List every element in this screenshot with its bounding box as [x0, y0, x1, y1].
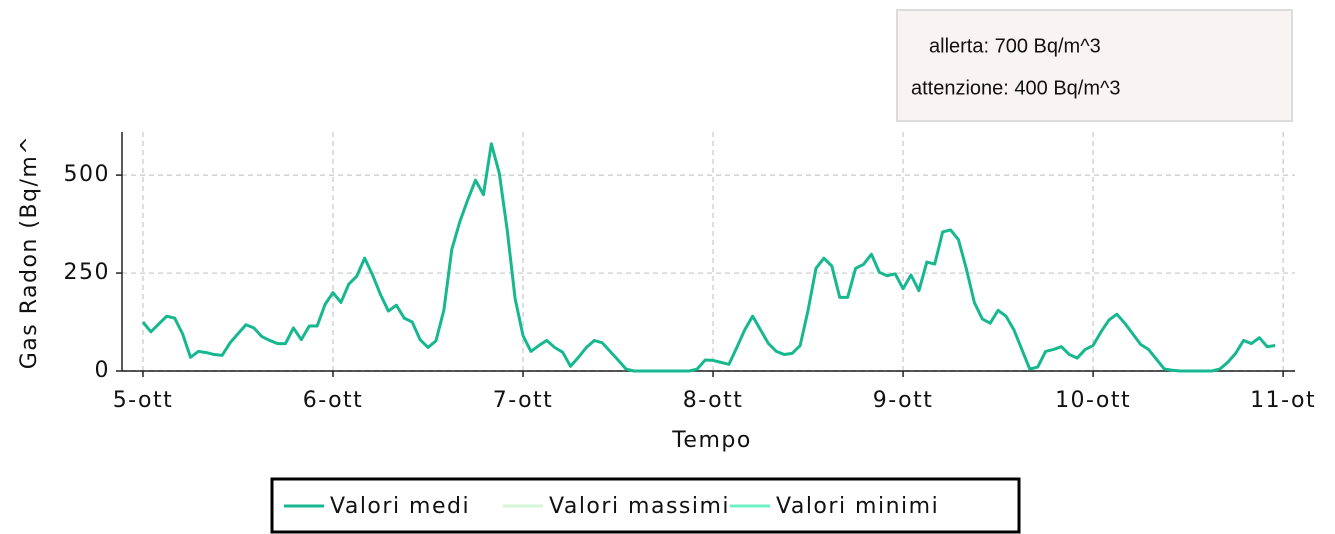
x-axis-label: Tempo	[671, 428, 752, 453]
x-tick-label: 11-ot	[1250, 388, 1316, 413]
x-tick-label: 8-ott	[683, 388, 744, 413]
annotation-box	[896, 9, 1293, 122]
x-tick-label: 5-ott	[113, 388, 174, 413]
data-line	[141, 142, 1276, 373]
x-tick-label: 7-ott	[493, 388, 554, 413]
annotation: attenzione: 400 Bq/m^3	[911, 77, 1121, 99]
legend	[270, 477, 1021, 534]
y-axis-label: Gas Radon (Bq/m^	[17, 135, 42, 370]
legend-label: Valori minimi	[776, 494, 939, 519]
x-tick-label: 10-ott	[1055, 388, 1131, 413]
annotation: allerta: 700 Bq/m^3	[929, 35, 1101, 57]
x-tick-label: 6-ott	[303, 388, 364, 413]
x-tick-label: 9-ott	[873, 388, 934, 413]
legend-label: Valori medi	[330, 494, 470, 519]
y-tick-label: 500	[64, 162, 111, 187]
legend-label: Valori massimi	[549, 494, 730, 519]
y-tick-label: 250	[64, 260, 111, 285]
y-tick-label: 0	[95, 358, 111, 383]
